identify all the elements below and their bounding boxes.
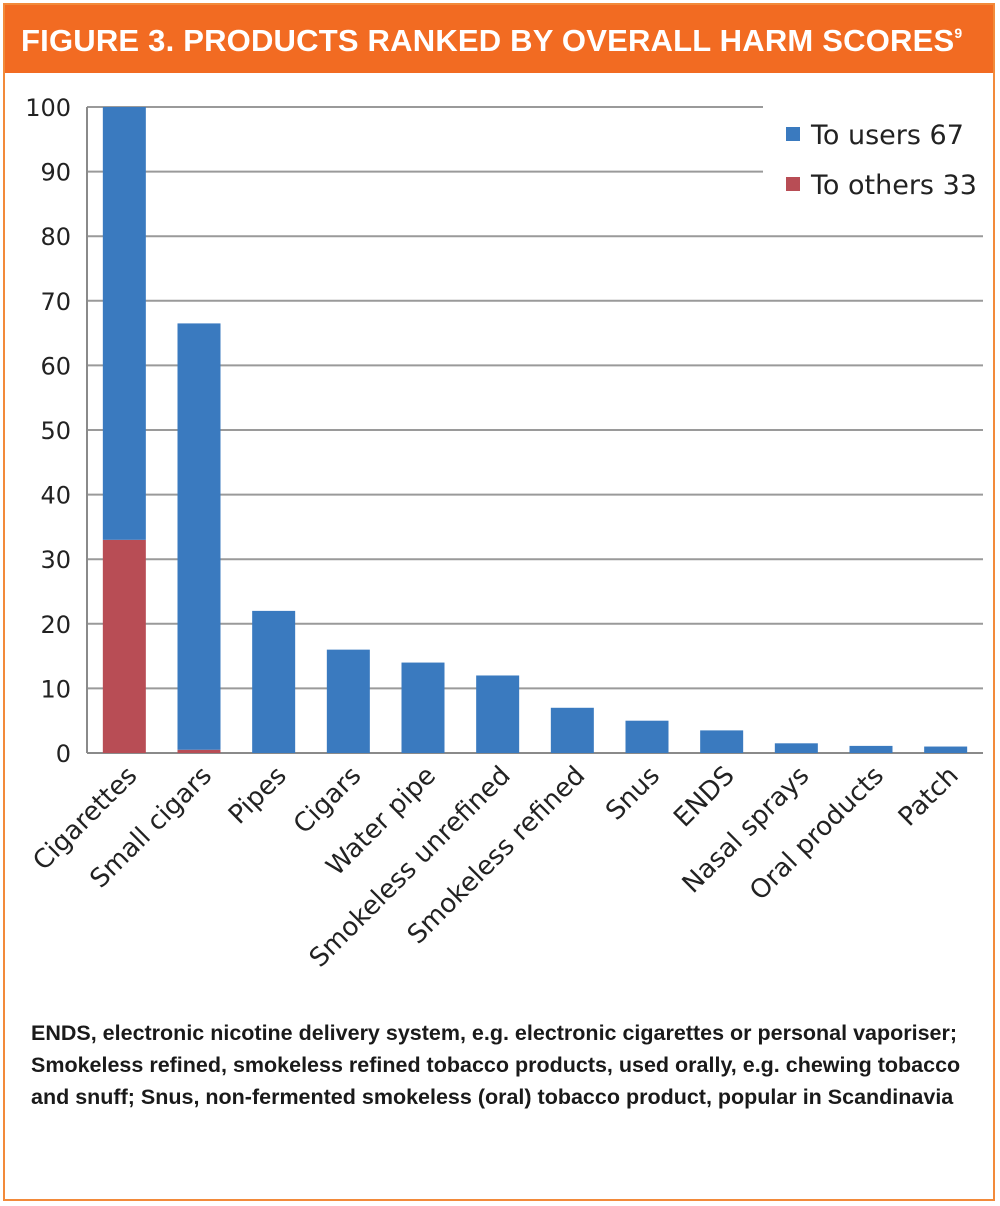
caption-ends-def: , electronic nicotine delivery system, e… xyxy=(90,1021,958,1045)
bar-cigars-to-users xyxy=(326,649,370,753)
x-tick-label-oral-products: Oral products xyxy=(744,761,890,907)
y-tick-label-30: 30 xyxy=(40,546,71,574)
y-tick-label-90: 90 xyxy=(40,159,71,187)
figure-reference: 9 xyxy=(954,25,963,41)
y-tick-label-40: 40 xyxy=(40,482,71,510)
bar-smokeless-unrefined-to-users xyxy=(476,675,520,753)
x-tick-label-ends: ENDS xyxy=(668,761,740,833)
x-tick-label-pipes: Pipes xyxy=(223,761,293,831)
bar-patch-to-users xyxy=(924,746,968,753)
caption-ends-term: ENDS xyxy=(31,1021,91,1045)
bar-water-pipe-to-users xyxy=(401,662,445,753)
x-tick-label-snus: Snus xyxy=(600,761,666,827)
y-tick-label-0: 0 xyxy=(56,740,71,768)
legend-label-1: To users 67 xyxy=(810,120,964,151)
bar-ends-to-users xyxy=(700,730,744,753)
figure-caption: ENDS, electronic nicotine delivery syste… xyxy=(31,1017,981,1113)
y-tick-label-100: 100 xyxy=(25,94,71,122)
figure-frame: FIGURE 3. PRODUCTS RANKED BY OVERALL HAR… xyxy=(3,3,995,1201)
bar-pipes-to-users xyxy=(252,610,296,753)
legend-swatch-2 xyxy=(786,177,800,191)
figure-header: FIGURE 3. PRODUCTS RANKED BY OVERALL HAR… xyxy=(5,5,993,73)
legend-label-2: To others 33 xyxy=(810,170,977,201)
bar-nasal-sprays-to-users xyxy=(774,743,818,753)
legend-swatch-1 xyxy=(786,127,800,141)
y-tick-label-20: 20 xyxy=(40,611,71,639)
bar-oral-products-to-users xyxy=(849,745,893,753)
bar-cigarettes-to-others xyxy=(102,539,146,753)
y-tick-label-80: 80 xyxy=(40,223,71,251)
caption-refined-term: Smokeless refined xyxy=(31,1053,222,1077)
bar-snus-to-users xyxy=(625,720,669,753)
bar-small-cigars-to-others xyxy=(177,749,221,753)
bar-smokeless-refined-to-users xyxy=(550,707,594,753)
bar-cigarettes-to-users xyxy=(102,107,146,540)
y-tick-label-50: 50 xyxy=(40,417,71,445)
caption-snus-def: , non-fermented smokeless (oral) tobacco… xyxy=(193,1085,954,1109)
x-tick-label-patch: Patch xyxy=(893,761,965,833)
figure-title: FIGURE 3. PRODUCTS RANKED BY OVERALL HAR… xyxy=(21,23,955,58)
caption-snus-term: Snus xyxy=(140,1085,194,1109)
bar-small-cigars-to-users xyxy=(177,323,221,750)
caption-refined-def: , smokeless refined tobacco products, us… xyxy=(31,1053,961,1109)
y-tick-label-60: 60 xyxy=(40,352,71,380)
y-tick-label-10: 10 xyxy=(40,675,71,703)
y-tick-label-70: 70 xyxy=(40,288,71,316)
